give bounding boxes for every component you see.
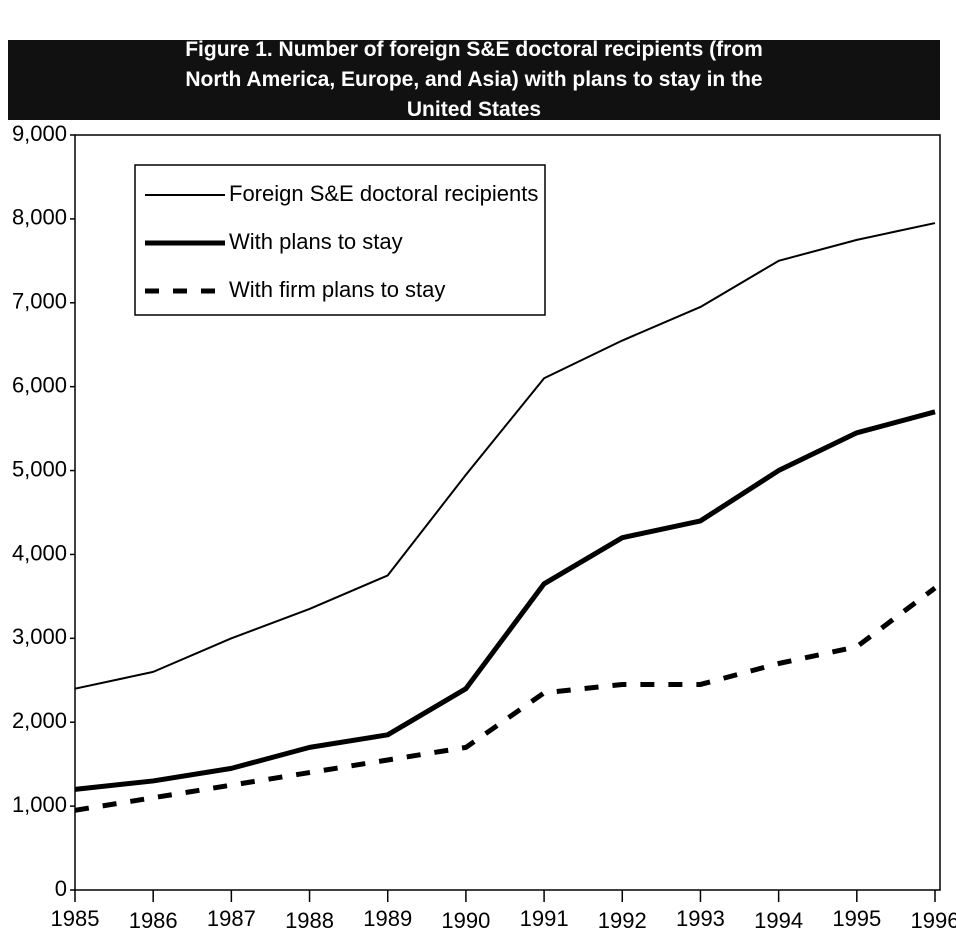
x-tick-label: 1990 <box>441 908 490 933</box>
x-tick-label: 1996 <box>911 908 956 933</box>
y-tick-label: 9,000 <box>12 121 67 146</box>
x-tick-label: 1986 <box>129 908 178 933</box>
legend-label: With firm plans to stay <box>229 277 445 302</box>
x-tick-label: 1993 <box>676 906 725 931</box>
chart-title: Figure 1. Number of foreign S&E doctoral… <box>8 38 940 121</box>
x-tick-label: 1992 <box>598 908 647 933</box>
y-tick-label: 1,000 <box>12 792 67 817</box>
legend-label: Foreign S&E doctoral recipients <box>229 181 538 206</box>
x-tick-label: 1987 <box>207 906 256 931</box>
plot-frame <box>74 134 941 891</box>
x-tick-label: 1985 <box>51 906 100 931</box>
y-tick-label: 5,000 <box>12 456 67 481</box>
x-tick-label: 1994 <box>754 908 803 933</box>
series-line <box>74 409 936 792</box>
x-tick-label: 1988 <box>285 908 334 933</box>
legend-label: With plans to stay <box>229 229 403 254</box>
y-tick-label: 3,000 <box>12 624 67 649</box>
series-line <box>74 586 937 813</box>
x-tick-label: 1995 <box>832 906 881 931</box>
y-tick-label: 0 <box>55 876 67 901</box>
x-tick-label: 1991 <box>520 906 569 931</box>
y-tick-label: 8,000 <box>12 205 67 230</box>
y-tick-label: 2,000 <box>12 708 67 733</box>
series-line <box>74 222 936 690</box>
y-tick-label: 4,000 <box>12 540 67 565</box>
y-tick-label: 6,000 <box>12 372 67 397</box>
x-tick-label: 1989 <box>363 906 412 931</box>
y-tick-label: 7,000 <box>12 289 67 314</box>
